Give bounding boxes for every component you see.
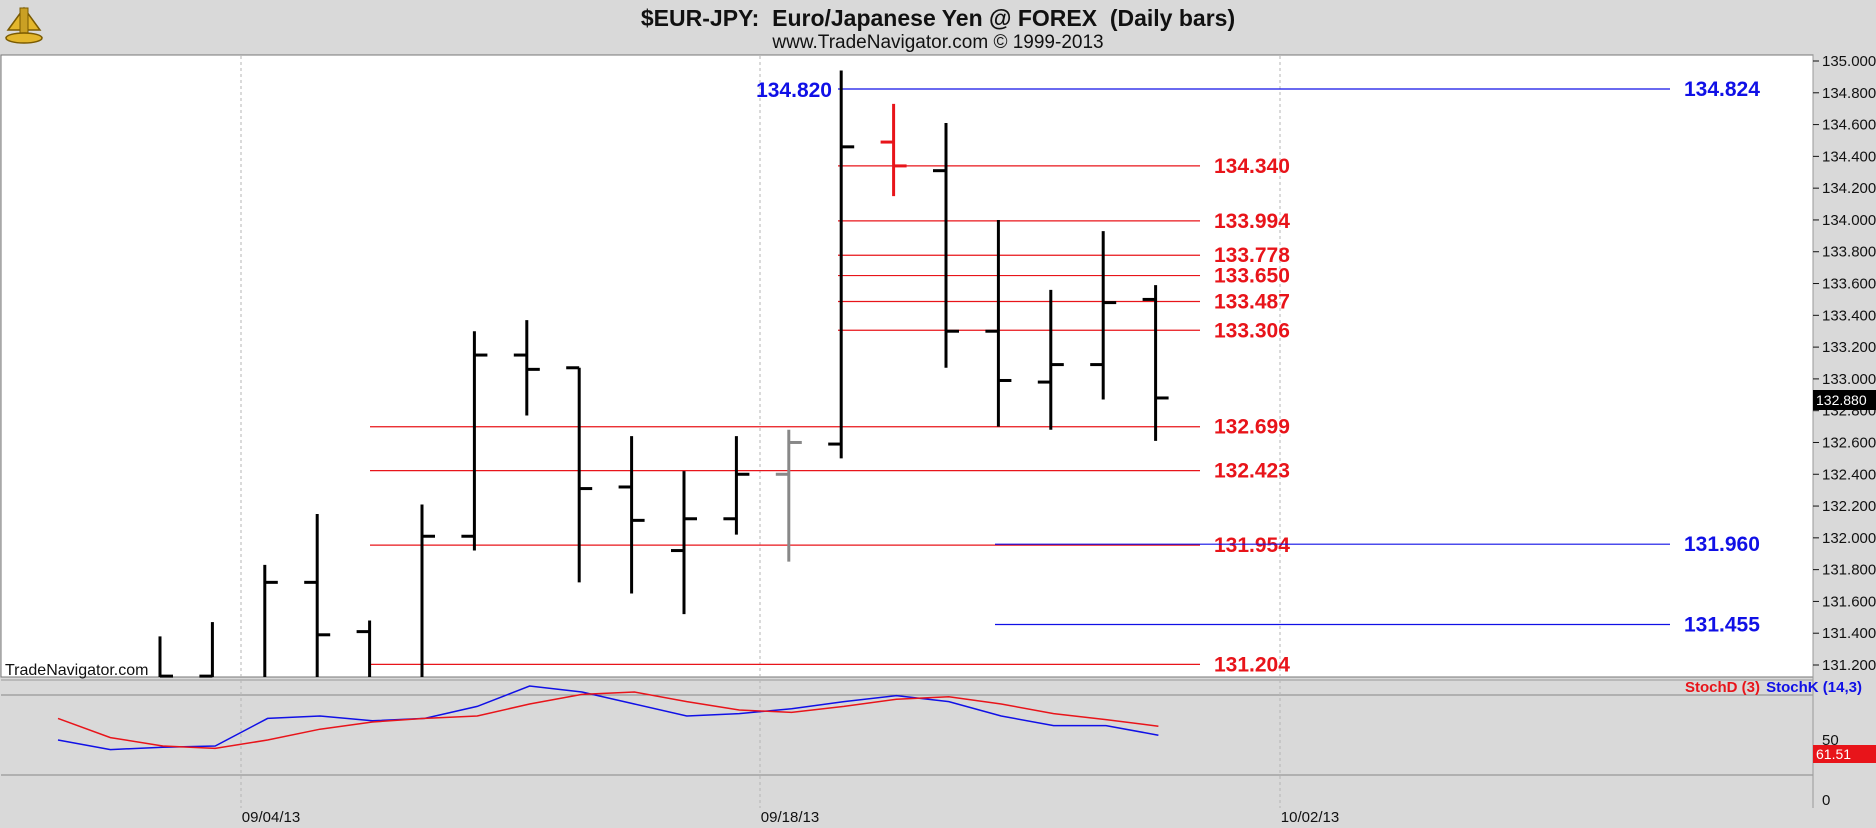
- date-tick-label: 10/02/13: [1281, 809, 1339, 826]
- price-tick-label: 131.600: [1822, 593, 1876, 610]
- level-label: 134.340: [1214, 155, 1290, 178]
- price-tick-label: 133.000: [1822, 371, 1876, 388]
- stoch-tick-label: 0: [1822, 792, 1830, 809]
- trade-navigator-logo-icon: [0, 0, 48, 46]
- stoch-last-value-tag: 61.51: [1813, 745, 1876, 763]
- price-tick-label: 132.000: [1822, 530, 1876, 547]
- ohlc-bar: [304, 514, 331, 677]
- stoch-d-legend: StochD (3): [1685, 679, 1760, 696]
- ohlc-bar: [461, 331, 488, 551]
- level-label: 133.650: [1214, 265, 1290, 288]
- level-label: 132.699: [1214, 416, 1290, 439]
- ohlc-bar: [618, 436, 645, 594]
- price-bars: [158, 70, 1169, 678]
- ohlc-bar: [420, 504, 435, 677]
- watermark-text: TradeNavigator.com: [5, 662, 148, 679]
- price-tick-label: 133.200: [1822, 339, 1876, 356]
- price-tick-label: 131.200: [1822, 657, 1876, 674]
- stochastic-panel: 0 50: [57, 685, 1839, 809]
- stoch-k-line: [57, 685, 1159, 751]
- current-price-label: 132.880: [1816, 392, 1867, 408]
- date-tick-label: 09/18/13: [761, 809, 819, 826]
- level-label: 131.204: [1214, 653, 1290, 676]
- price-tick-label: 133.400: [1822, 307, 1876, 324]
- price-tick-label: 134.000: [1822, 212, 1876, 229]
- ohlc-bar: [356, 620, 372, 677]
- ohlc-bar: [723, 436, 750, 535]
- level-lines: 134.824 134.340 133.994 133.778133.650133.4…: [370, 78, 1760, 676]
- level-label: 134.824: [1684, 78, 1760, 101]
- ohlc-bar: [566, 366, 593, 583]
- price-tick-label: 132.600: [1822, 434, 1876, 451]
- chart-subtitle: www.TradeNavigator.com © 1999-2013: [772, 32, 1104, 53]
- ohlc-bar: [933, 122, 959, 368]
- price-tick-label: 133.800: [1822, 244, 1876, 261]
- ohlc-bar: [199, 622, 214, 678]
- ohlc-bar: [828, 70, 855, 459]
- level-label: 131.455: [1684, 613, 1760, 636]
- high-annotation-label: 134.820: [756, 79, 832, 102]
- price-tick-label: 132.400: [1822, 466, 1876, 483]
- price-tick-label: 134.400: [1822, 148, 1876, 165]
- ohlc-bar: [158, 636, 173, 678]
- stoch-last-value-label: 61.51: [1816, 746, 1851, 762]
- price-axis: 131.200 131.400 131.600 131.800 132.000 132.2…: [1813, 53, 1876, 674]
- ohlc-bar: [263, 564, 278, 677]
- ohlc-bar: [1142, 285, 1169, 441]
- price-tick-label: 134.600: [1822, 117, 1876, 134]
- price-tick-label: 133.600: [1822, 276, 1876, 293]
- level-label: 133.306: [1214, 319, 1290, 342]
- price-tick-label: 131.400: [1822, 625, 1876, 642]
- ohlc-bar: [513, 320, 540, 416]
- ohlc-bar: [671, 471, 697, 615]
- current-price-tag: 132.880: [1813, 390, 1876, 410]
- level-label: 131.954: [1214, 534, 1290, 557]
- ohlc-bar: [985, 219, 1012, 427]
- level-label: 133.778: [1214, 244, 1290, 267]
- stoch-k-legend: StochK (14,3): [1766, 679, 1862, 696]
- chart-frame: [0, 54, 1814, 678]
- date-tick-label: 09/04/13: [242, 809, 300, 826]
- ohlc-bar: [1037, 289, 1064, 430]
- grid-lines: [240, 56, 1281, 808]
- price-tick-label: 135.000: [1822, 53, 1876, 70]
- stoch-tick-label: 50: [1822, 732, 1839, 749]
- level-label: 132.423: [1214, 460, 1290, 483]
- stoch-d-line: [57, 691, 1159, 750]
- ohlc-bar: [880, 103, 907, 197]
- price-tick-label: 131.800: [1822, 562, 1876, 579]
- ohlc-bar: [1090, 231, 1117, 400]
- level-label: 133.487: [1214, 290, 1290, 313]
- price-tick-label: 134.800: [1822, 85, 1876, 102]
- chart-title: $EUR-JPY: Euro/Japanese Yen @ FOREX (Dai…: [640, 5, 1236, 31]
- price-tick-label: 134.200: [1822, 180, 1876, 197]
- price-tick-label: 132.200: [1822, 498, 1876, 515]
- level-label: 131.960: [1684, 533, 1760, 556]
- level-label: 133.994: [1214, 210, 1290, 233]
- ohlc-bar: [775, 429, 802, 562]
- date-axis: 09/04/13 09/18/13 10/02/13: [242, 809, 1339, 826]
